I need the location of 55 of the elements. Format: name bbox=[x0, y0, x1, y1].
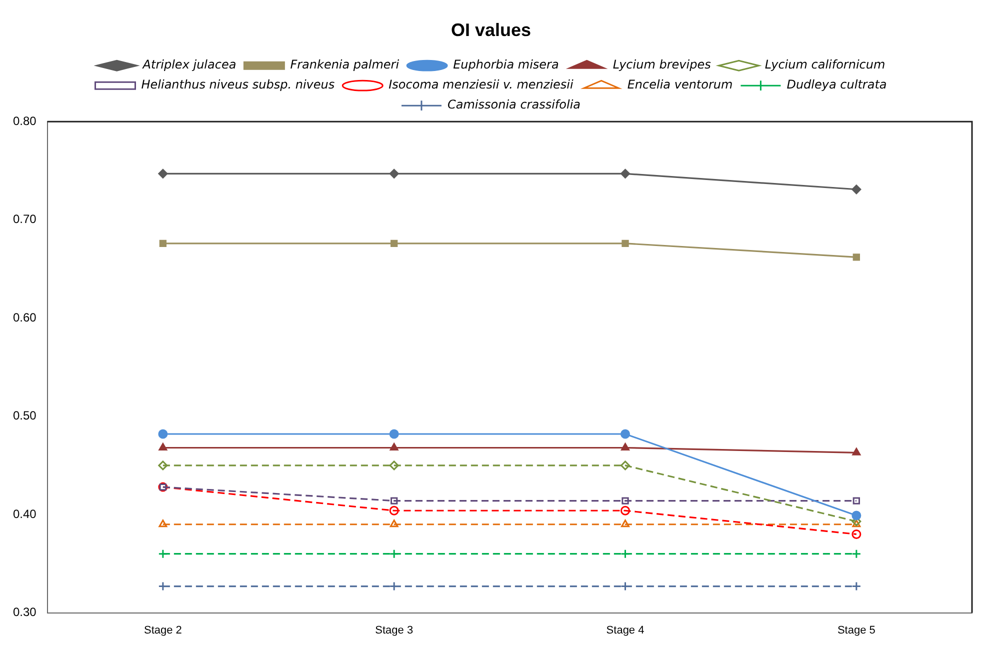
point bbox=[158, 520, 168, 528]
point bbox=[852, 520, 861, 528]
point bbox=[390, 497, 398, 504]
point bbox=[622, 497, 629, 504]
point bbox=[390, 520, 398, 528]
point bbox=[158, 549, 168, 559]
legend-label: Dudleya cultrata bbox=[786, 78, 887, 92]
point bbox=[852, 549, 862, 559]
legend-label: Helianthus niveus subsp. niveus bbox=[141, 78, 335, 92]
point bbox=[852, 529, 862, 539]
x-tick-label: Stage 2 bbox=[144, 624, 182, 636]
x-tick-label: Stage 3 bbox=[375, 624, 414, 636]
point bbox=[158, 168, 168, 178]
point bbox=[389, 168, 399, 178]
point bbox=[389, 460, 399, 470]
point bbox=[158, 460, 168, 470]
point bbox=[620, 549, 630, 559]
y-tick-label: 0.40 bbox=[12, 506, 37, 521]
legend-label: Atriplex julacea bbox=[142, 58, 236, 72]
point bbox=[852, 184, 862, 194]
point bbox=[389, 506, 399, 516]
point bbox=[620, 460, 630, 470]
point bbox=[390, 443, 398, 451]
point bbox=[389, 549, 399, 559]
point bbox=[158, 429, 168, 439]
point bbox=[852, 448, 861, 456]
point bbox=[620, 168, 630, 178]
point bbox=[390, 240, 398, 247]
point bbox=[852, 582, 862, 592]
point bbox=[852, 254, 860, 261]
point bbox=[158, 443, 168, 451]
point bbox=[159, 240, 167, 247]
y-tick-label: 0.80 bbox=[12, 114, 37, 128]
point bbox=[852, 510, 862, 520]
y-tick-label: 0.70 bbox=[12, 212, 37, 226]
point bbox=[852, 497, 860, 504]
y-tick-label: 0.60 bbox=[12, 310, 37, 324]
x-tick-label: Stage 5 bbox=[837, 624, 876, 636]
point bbox=[621, 520, 630, 528]
point bbox=[620, 429, 630, 439]
legend-label: Encelia ventorum bbox=[627, 78, 733, 92]
point bbox=[620, 506, 630, 516]
point bbox=[621, 443, 630, 451]
legend-label: Camissonia crassifolia bbox=[447, 98, 581, 112]
x-tick-label: Stage 4 bbox=[606, 624, 644, 636]
legend-label: Isocoma menziesii v. menziesii bbox=[388, 78, 574, 92]
legend-label: Lycium californicum bbox=[764, 58, 886, 72]
legend-label: Frankenia palmeri bbox=[290, 58, 400, 72]
legend-label: Lycium brevipes bbox=[612, 58, 711, 72]
chart-title: OI values bbox=[450, 20, 532, 40]
point bbox=[622, 240, 629, 247]
y-tick-label: 0.30 bbox=[12, 605, 37, 620]
y-tick-label: 0.50 bbox=[12, 408, 37, 423]
point bbox=[389, 429, 399, 439]
legend-label: Euphorbia misera bbox=[453, 58, 559, 72]
